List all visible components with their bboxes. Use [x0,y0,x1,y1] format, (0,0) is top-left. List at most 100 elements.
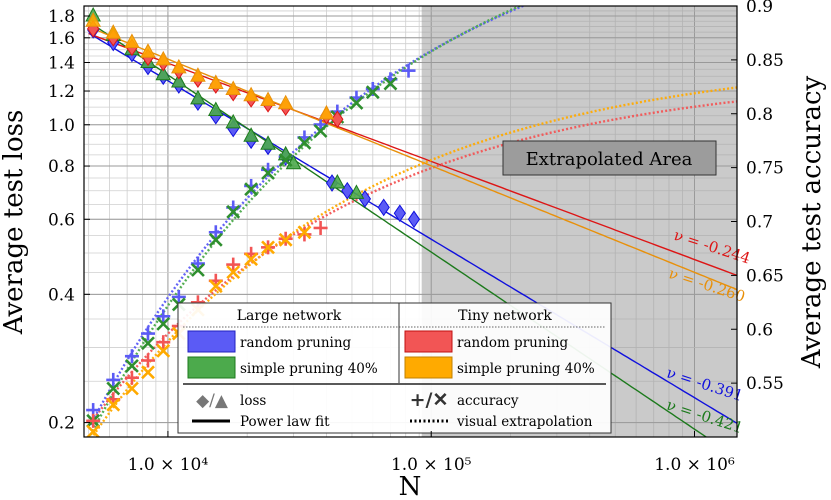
y-right-tick-label: 0.7 [746,213,773,233]
x-stroke-b [383,76,398,91]
y-right-tick-label: 0.65 [746,266,784,286]
x-stroke-b [261,240,275,255]
legend-label-large-simple: simple pruning 40% [240,361,378,377]
accuracy-marker-x [106,397,121,412]
x-stroke-b [278,232,293,247]
accuracy-marker-x [261,240,275,255]
accuracy-marker-x [141,365,155,380]
loss-marker-diamond [331,110,344,129]
accuracy-marker-plus [124,370,139,385]
x-axis-label: N [399,472,422,500]
y-right-tick-label: 0.6 [746,320,773,340]
accuracy-marker-x [226,204,241,219]
x-stroke-b [261,166,275,180]
loss-marker-triangle [329,173,346,189]
accuracy-marker-x [141,336,155,351]
accuracy-marker-x [297,135,312,150]
legend-patch-large-random [187,330,236,353]
x-stroke-b [106,397,121,412]
x-tick-label: 1.0 × 10⁶ [654,455,735,475]
y-left-tick-label: 1.8 [48,7,75,27]
legend-label-large-random: random pruning [240,335,352,351]
legend-label-accuracy: accuracy [457,393,519,409]
loss-marker-triangle [225,80,242,95]
loss-marker-triangle [155,50,172,66]
loss-marker-triangle [318,104,335,120]
x-stroke-b [191,263,205,277]
loss-marker-triangle [207,101,224,117]
legend-label-loss: loss [240,393,266,409]
accuracy-marker-plus [208,225,223,240]
x-stroke-b [349,96,364,110]
accuracy-marker-x [244,252,259,267]
x-stroke-b [156,343,171,358]
accuracy-marker-x [278,232,293,247]
legend-label-tiny-simple: simple pruning 40% [457,361,595,377]
y-axis-right-label: Average test accuracy [797,75,827,369]
loss-marker-triangle [260,91,276,107]
legend-accuracy-symbols: +/✕ [410,389,449,411]
legend-loss-symbols: ◆/▲ [196,391,229,411]
y-right-tick-label: 0.8 [746,105,773,125]
loss-marker-triangle [190,89,206,105]
x-stroke-b [226,204,241,219]
loss-marker-triangle [155,65,172,81]
loss-marker-diamond [407,210,421,229]
x-stroke-b [244,252,259,267]
legend-patch-tiny-random [404,330,453,353]
loss-marker-triangle [207,74,224,89]
accuracy-marker-plus [140,326,155,341]
legend-label-tiny-random: random pruning [457,335,569,351]
legend-patch-tiny-simple [404,356,453,379]
x-stroke-b [156,316,171,331]
y-axis-left-label: Average test loss [0,110,29,336]
x-stroke-b [86,424,101,437]
accuracy-marker-x [191,263,205,277]
accuracy-marker-plus [156,335,171,350]
accuracy-marker-plus [313,220,328,235]
accuracy-marker-x [278,153,293,168]
y-left-tick-label: 1.6 [48,29,75,49]
x-stroke-b [313,124,328,138]
accuracy-marker-plus [124,349,139,364]
x-stroke-b [208,232,223,247]
y-left-tick-label: 0.2 [48,414,75,434]
loss-marker-triangle [243,127,259,142]
y-left-tick-label: 1.2 [48,82,75,102]
accuracy-marker-x [226,265,241,280]
x-stroke-b [208,279,223,294]
y-left-tick-label: 1.4 [48,54,75,74]
loss-marker-triangle [170,58,187,74]
accuracy-marker-plus [86,413,101,428]
accuracy-marker-x [156,343,171,358]
data-markers [85,6,421,437]
y-left-tick-label: 1.0 [48,116,75,136]
loss-marker-triangle [140,43,156,58]
axis-ticks: 1.0 × 10⁴ 1.0 × 10⁵ 1.0 × 10⁶ 0.2 0.4 0.6 0.8 1… [48,0,784,475]
accuracy-marker-plus [297,227,312,242]
x-stroke-b [278,153,293,168]
accuracy-marker-x [208,232,223,247]
loss-marker-triangle [277,94,294,110]
legend: Large network Tiny network random prunin… [177,302,612,434]
legend-patch-large-simple [187,356,236,379]
accuracy-marker-x [106,381,121,396]
y-right-tick-label: 0.55 [746,374,784,394]
accuracy-marker-x [313,124,328,138]
loss-marker-triangle [85,12,101,27]
x-stroke-b [106,381,121,396]
x-tick-label: 1.0 × 10⁵ [391,455,472,475]
loss-marker-diamond [393,204,406,223]
y-right-tick-label: 0.85 [746,51,784,71]
extrapolated-area-text: Extrapolated Area [526,149,693,170]
accuracy-marker-x [244,182,259,197]
x-stroke-b [226,265,241,280]
accuracy-marker-plus [106,372,121,387]
accuracy-marker-plus [140,353,155,368]
loss-marker-triangle [124,33,140,48]
legend-label-power-law: Power law fit [240,414,330,430]
legend-label-visual-extrapolation: visual extrapolation [456,414,593,430]
accuracy-marker-x [86,424,101,437]
accuracy-marker-plus [156,309,171,324]
